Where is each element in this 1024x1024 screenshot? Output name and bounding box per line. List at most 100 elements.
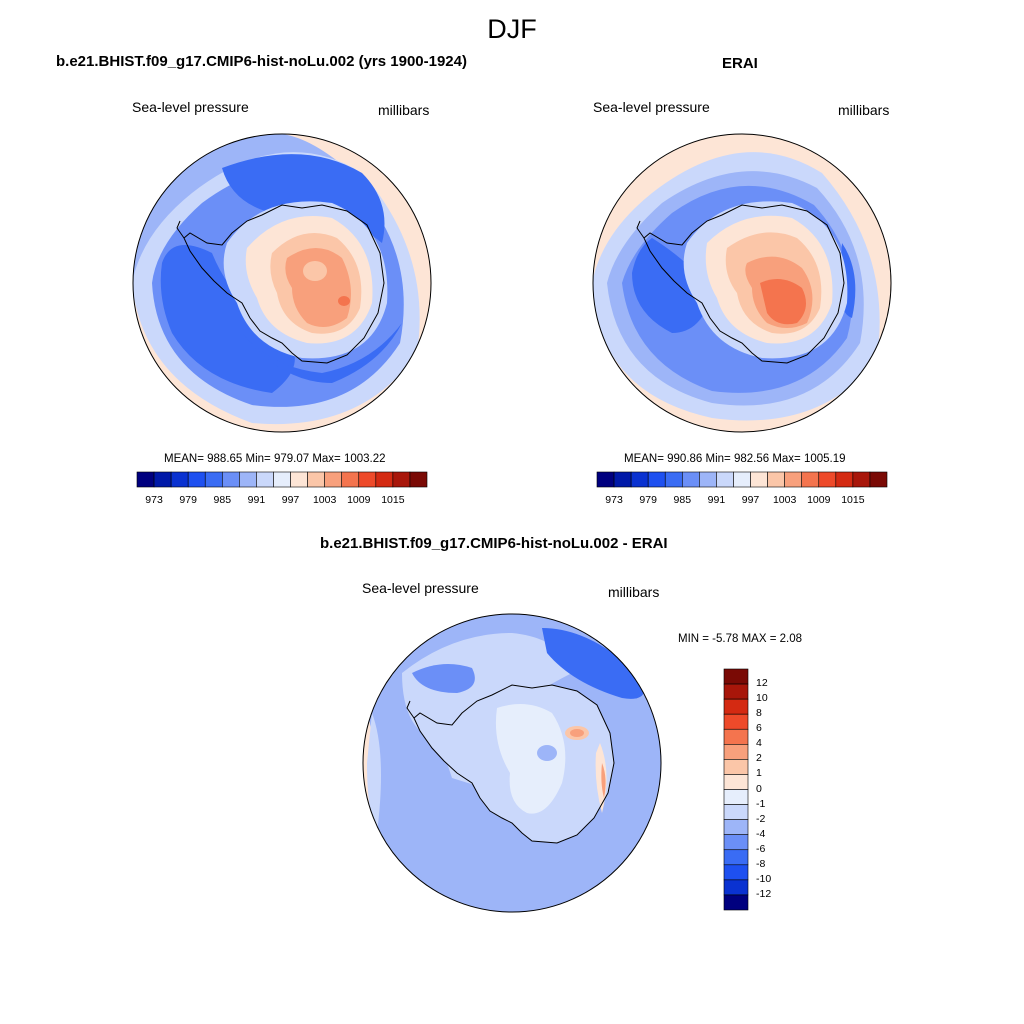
colorbar-panel-2: 973 979 985 991 997 1003 1009 1015 [596, 471, 888, 516]
colorbar-swatch [187, 471, 206, 488]
colorbar-tick-label: -2 [756, 812, 766, 825]
colorbar-swatch [723, 804, 749, 820]
colorbar-tick-label: 985 [213, 494, 232, 506]
panel-3-variable: Sea-level pressure [362, 580, 479, 596]
colorbar-tick-label: 985 [673, 494, 692, 506]
colorbar-swatch [723, 864, 749, 881]
colorbar-swatch [723, 894, 749, 911]
panel-1-variable: Sea-level pressure [132, 99, 249, 115]
panel-1-stats: MEAN= 988.65 Min= 979.07 Max= 1003.22 [164, 453, 386, 465]
colorbar-swatch [239, 471, 257, 488]
colorbar-tick-label: 973 [605, 494, 623, 506]
colorbar-swatch [835, 471, 854, 488]
map-erai-slp [592, 133, 892, 433]
colorbar-swatch [630, 471, 649, 488]
colorbar-swatch [204, 471, 223, 488]
colorbar-tick-label: 1003 [772, 494, 797, 506]
colorbar-tick-label: 1 [756, 767, 762, 780]
map-difference-slp [362, 613, 662, 913]
colorbar-tick-label: 991 [707, 494, 726, 506]
colorbar-tick-label: 8 [756, 707, 762, 720]
panel-3-stats: MIN = -5.78 MAX = 2.08 [678, 633, 803, 645]
colorbar-tick-label: -4 [756, 827, 766, 840]
colorbar-tick-label: 979 [639, 494, 657, 506]
colorbar-swatch [716, 471, 734, 488]
colorbar-swatch [699, 471, 717, 488]
colorbar-swatch [290, 471, 308, 488]
colorbar-swatch [723, 849, 749, 866]
colorbar-swatch [681, 471, 700, 488]
colorbar-swatch [324, 471, 343, 488]
colorbar-swatch [723, 819, 749, 835]
colorbar-tick-label: 1003 [312, 494, 337, 506]
panel-2-stats: MEAN= 990.86 Min= 982.56 Max= 1005.19 [624, 453, 846, 465]
colorbar-swatch [613, 471, 632, 488]
colorbar-panel-1: 973 979 985 991 997 1003 1009 1015 [136, 471, 428, 516]
colorbar-swatch [723, 744, 749, 760]
colorbar-swatch [664, 471, 683, 488]
colorbar-swatch [723, 789, 749, 805]
panel-1-units: millibars [378, 102, 430, 118]
colorbar-tick-label: 1009 [347, 494, 371, 506]
colorbar-tick-label: -10 [756, 872, 772, 885]
colorbar-tick-label: 991 [247, 494, 266, 506]
colorbar-tick-label: 997 [741, 494, 760, 506]
colorbar-swatch [869, 471, 888, 488]
colorbar-swatch [723, 698, 749, 715]
panel-2-variable: Sea-level pressure [593, 99, 710, 115]
colorbar-tick-label: -6 [756, 842, 766, 855]
panel-3-units: millibars [608, 584, 660, 600]
colorbar-swatch [153, 471, 172, 488]
colorbar-swatch [723, 774, 749, 790]
colorbar-tick-label: 1015 [841, 494, 865, 506]
colorbar-tick-label: 0 [756, 782, 762, 795]
colorbar-tick-label: -1 [756, 797, 766, 810]
colorbar-swatch [170, 471, 189, 488]
colorbar-swatch [723, 713, 749, 730]
colorbar-swatch [221, 471, 240, 488]
panel-2-units: millibars [838, 102, 890, 118]
colorbar-tick-label: 973 [145, 494, 163, 506]
colorbar-swatch [409, 471, 428, 488]
colorbar-swatch [818, 471, 837, 488]
colorbar-swatch [733, 471, 751, 488]
colorbar-swatch [784, 471, 803, 488]
panel-3-title: b.e21.BHIST.f09_g17.CMIP6-hist-noLu.002 … [320, 535, 668, 552]
colorbar-swatch [307, 471, 325, 488]
colorbar-tick-label: 979 [179, 494, 197, 506]
colorbar-tick-label: -12 [756, 887, 772, 900]
colorbar-swatch [273, 471, 291, 488]
colorbar-swatch [767, 471, 785, 488]
panel-2-title: ERAI [722, 55, 758, 72]
colorbar-swatch [647, 471, 666, 488]
colorbar-swatch [723, 683, 749, 700]
colorbar-swatch [801, 471, 820, 488]
colorbar-swatch [852, 471, 871, 488]
colorbar-swatch [392, 471, 411, 488]
colorbar-swatch [136, 471, 155, 488]
colorbar-swatch [256, 471, 274, 488]
colorbar-swatch [723, 728, 749, 745]
colorbar-tick-label: 4 [756, 737, 762, 750]
main-title: DJF [487, 14, 537, 44]
colorbar-tick-label: -8 [756, 857, 766, 870]
colorbar-swatch [358, 471, 377, 488]
colorbar-tick-label: 10 [756, 692, 768, 705]
colorbar-tick-label: 12 [756, 677, 768, 690]
colorbar-swatch [723, 879, 749, 896]
panel-1-title: b.e21.BHIST.f09_g17.CMIP6-hist-noLu.002 … [56, 53, 467, 70]
colorbar-tick-label: 6 [756, 722, 762, 735]
colorbar-swatch [723, 668, 749, 685]
colorbar-swatch [750, 471, 768, 488]
colorbar-tick-label: 2 [756, 752, 762, 765]
colorbar-swatch [723, 759, 749, 775]
colorbar-swatch [596, 471, 615, 488]
colorbar-tick-label: 1009 [807, 494, 831, 506]
colorbar-difference: 12 10 8 6 4 2 1 0 -1 -2 -4 -6 -8 -10 -12 [723, 668, 784, 911]
colorbar-tick-label: 997 [281, 494, 300, 506]
colorbar-swatch [341, 471, 360, 488]
colorbar-tick-label: 1015 [381, 494, 405, 506]
colorbar-swatch [723, 834, 749, 851]
map-model-slp [132, 133, 432, 433]
colorbar-swatch [375, 471, 394, 488]
